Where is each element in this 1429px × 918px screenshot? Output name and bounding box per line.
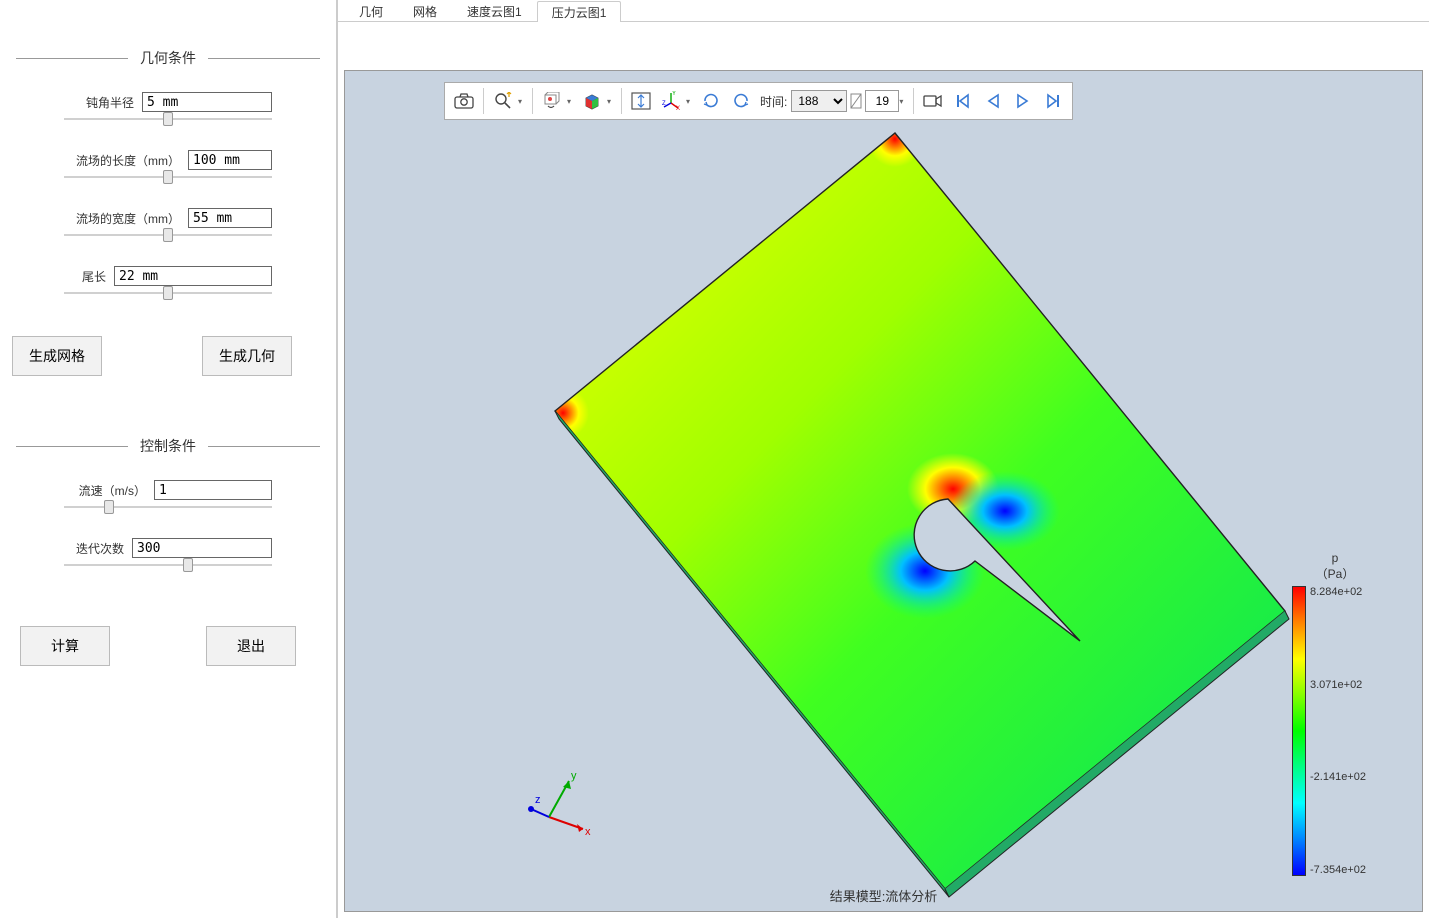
- time-label: 时间:: [760, 93, 787, 110]
- skip-first-icon[interactable]: [948, 86, 978, 116]
- rotate-ccw-icon[interactable]: [696, 86, 726, 116]
- tab-velocity[interactable]: 速度云图1: [452, 0, 537, 21]
- rotate-cw-icon[interactable]: [726, 86, 756, 116]
- tab-pressure[interactable]: 压力云图1: [537, 1, 622, 22]
- viewport-wrap: ▾ ▾: [338, 22, 1429, 918]
- section-header-control: 控制条件: [16, 436, 320, 456]
- time-select[interactable]: 188: [791, 90, 847, 112]
- chevron-down-icon[interactable]: ▾: [567, 97, 577, 106]
- compute-button[interactable]: 计算: [20, 626, 110, 666]
- main-area: 几何 网格 速度云图1 压力云图1 ▾: [338, 0, 1429, 918]
- svg-text:z: z: [535, 794, 541, 806]
- fit-view-icon[interactable]: [626, 86, 656, 116]
- legend-gradient-bar: [1292, 586, 1306, 876]
- skip-last-icon[interactable]: [1038, 86, 1068, 116]
- legend-tick-min: -7.354e+02: [1310, 864, 1366, 876]
- palette-icon[interactable]: [537, 86, 567, 116]
- svg-text:X: X: [676, 106, 680, 111]
- param-row-iters: 迭代次数: [0, 538, 336, 568]
- section-header-geometry: 几何条件: [16, 48, 320, 68]
- param-slider-length[interactable]: [64, 174, 272, 180]
- legend-tick-mid2: -2.141e+02: [1310, 771, 1366, 783]
- button-row-geometry: 生成网格 生成几何: [0, 300, 336, 376]
- axis-triad: x y z: [525, 769, 597, 841]
- param-label-length: 流场的长度（mm）: [76, 152, 180, 169]
- frame-input[interactable]: [865, 90, 899, 112]
- viewport-3d[interactable]: x y z p （Pa） 8.284e+02 3.071e+02: [344, 70, 1423, 912]
- param-input-tail[interactable]: [114, 266, 272, 286]
- axis-orient-icon[interactable]: Y X Z: [656, 86, 686, 116]
- param-input-iters[interactable]: [132, 538, 272, 558]
- legend-tick-max: 8.284e+02: [1310, 586, 1366, 598]
- chevron-down-icon[interactable]: ▾: [686, 97, 696, 106]
- svg-text:Z: Z: [662, 101, 666, 107]
- svg-text:x: x: [585, 826, 591, 838]
- tab-mesh[interactable]: 网格: [398, 0, 452, 21]
- result-caption: 结果模型:流体分析: [830, 886, 938, 905]
- zoom-icon[interactable]: [488, 86, 518, 116]
- color-legend: p （Pa） 8.284e+02 3.071e+02 -2.141e+02 -7…: [1292, 551, 1378, 880]
- param-row-length: 流场的长度（mm）: [0, 150, 336, 180]
- camera-icon[interactable]: [449, 86, 479, 116]
- play-back-icon[interactable]: [978, 86, 1008, 116]
- param-input-width[interactable]: [188, 208, 272, 228]
- param-label-radius: 钝角半径: [86, 94, 134, 111]
- param-slider-radius[interactable]: [64, 116, 272, 122]
- svg-text:y: y: [571, 770, 577, 782]
- section-title-geometry: 几何条件: [128, 48, 208, 68]
- play-forward-icon[interactable]: [1008, 86, 1038, 116]
- chevron-down-icon[interactable]: ▾: [607, 97, 617, 106]
- param-input-speed[interactable]: [154, 480, 272, 500]
- param-label-speed: 流速（m/s）: [79, 482, 146, 499]
- param-slider-tail[interactable]: [64, 290, 272, 296]
- param-label-iters: 迭代次数: [76, 540, 124, 557]
- param-slider-speed[interactable]: [64, 504, 272, 510]
- param-input-length[interactable]: [188, 150, 272, 170]
- chevron-down-icon[interactable]: ▾: [899, 97, 909, 106]
- legend-unit: （Pa）: [1292, 565, 1378, 582]
- viewport-toolbar: ▾ ▾: [444, 82, 1073, 120]
- button-row-control: 计算 退出: [0, 572, 336, 666]
- gen-mesh-button[interactable]: 生成网格: [12, 336, 102, 376]
- chevron-down-icon[interactable]: ▾: [518, 97, 528, 106]
- svg-text:Y: Y: [672, 91, 676, 97]
- param-row-speed: 流速（m/s）: [0, 480, 336, 510]
- legend-tick-mid1: 3.071e+02: [1310, 679, 1366, 691]
- record-icon[interactable]: [918, 86, 948, 116]
- cube-color-icon[interactable]: [577, 86, 607, 116]
- param-label-tail: 尾长: [82, 268, 106, 285]
- section-title-control: 控制条件: [128, 436, 208, 456]
- param-row-tail: 尾长: [0, 266, 336, 296]
- param-input-radius[interactable]: [142, 92, 272, 112]
- param-slider-width[interactable]: [64, 232, 272, 238]
- sidebar: 几何条件 钝角半径 流场的长度（mm） 流场的宽度（mm）: [0, 0, 338, 918]
- exit-button[interactable]: 退出: [206, 626, 296, 666]
- legend-var: p: [1292, 551, 1378, 565]
- tab-geometry[interactable]: 几何: [344, 0, 398, 21]
- gen-geom-button[interactable]: 生成几何: [202, 336, 292, 376]
- param-label-width: 流场的宽度（mm）: [76, 210, 180, 227]
- legend-ticks: 8.284e+02 3.071e+02 -2.141e+02 -7.354e+0…: [1310, 586, 1366, 876]
- param-row-radius: 钝角半径: [0, 92, 336, 122]
- tab-bar: 几何 网格 速度云图1 压力云图1: [338, 0, 1429, 22]
- param-slider-iters[interactable]: [64, 562, 272, 568]
- param-row-width: 流场的宽度（mm）: [0, 208, 336, 238]
